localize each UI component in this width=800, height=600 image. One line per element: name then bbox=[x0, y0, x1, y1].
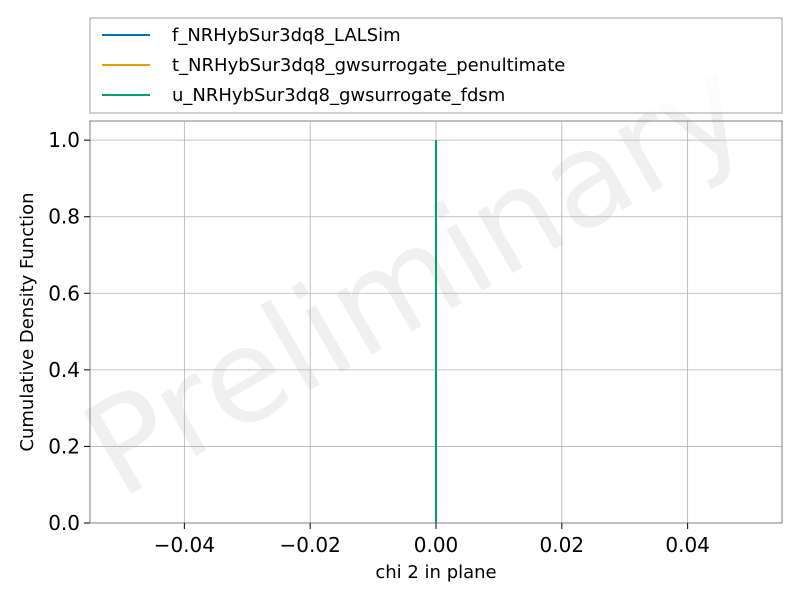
y-tick-label: 0.6 bbox=[48, 281, 80, 305]
x-tick-label: −0.04 bbox=[154, 533, 215, 557]
y-tick-label: 1.0 bbox=[48, 128, 80, 152]
y-axis: 0.0 0.2 0.4 0.6 0.8 1.0 bbox=[48, 128, 90, 535]
x-tick-label: 0.00 bbox=[414, 533, 459, 557]
legend: f_NRHybSur3dq8_LALSim t_NRHybSur3dq8_gwsu… bbox=[89, 17, 783, 114]
legend-label: f_NRHybSur3dq8_LALSim bbox=[172, 25, 401, 46]
x-tick-label: 0.02 bbox=[540, 533, 585, 557]
x-axis: −0.04 −0.02 0.00 0.02 0.04 bbox=[154, 523, 710, 557]
y-tick-label: 0.2 bbox=[48, 434, 80, 458]
y-tick-label: 0.8 bbox=[48, 205, 80, 229]
x-axis-label: chi 2 in plane bbox=[375, 562, 496, 583]
x-tick-label: 0.04 bbox=[665, 533, 710, 557]
x-tick-label: −0.02 bbox=[280, 533, 341, 557]
y-axis-label: Cumulative Density Function bbox=[17, 192, 38, 451]
legend-label: u_NRHybSur3dq8_gwsurrogate_fdsm bbox=[172, 85, 505, 106]
legend-label: t_NRHybSur3dq8_gwsurrogate_penultimate bbox=[172, 55, 565, 76]
legend-box bbox=[89, 17, 783, 114]
y-tick-label: 0.4 bbox=[48, 358, 80, 382]
plot-area: −0.04 −0.02 0.00 0.02 0.04 0.0 0.2 0.4 0.6 0.8 1.… bbox=[48, 120, 783, 557]
y-tick-label: 0.0 bbox=[48, 511, 80, 535]
